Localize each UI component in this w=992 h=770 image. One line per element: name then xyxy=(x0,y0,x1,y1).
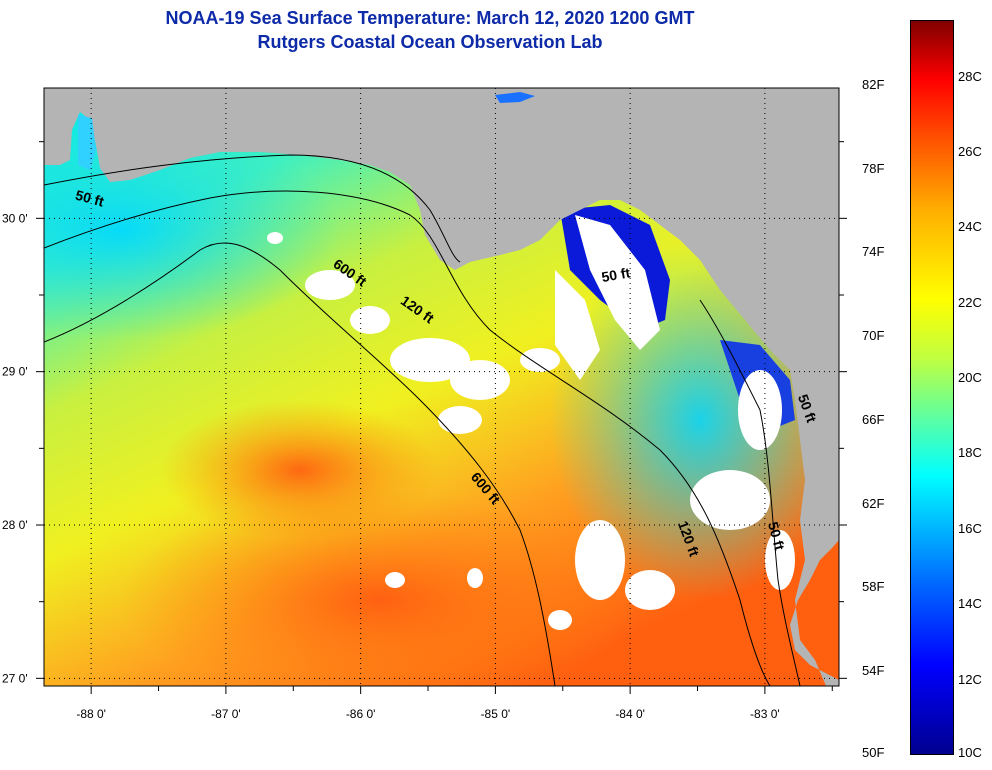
x-tick-label: -88 0' xyxy=(76,707,106,721)
x-tick-label: -86 0' xyxy=(346,707,376,721)
inland-water xyxy=(495,92,535,103)
map-title: NOAA-19 Sea Surface Temperature: March 1… xyxy=(165,8,695,28)
depth-contours xyxy=(44,154,801,686)
y-tick-label: 30 0' xyxy=(2,211,28,225)
warm-water-mid xyxy=(160,400,440,540)
x-tick-label: -84 0' xyxy=(615,707,645,721)
axis-ticks: -88 0' -87 0' -86 0' -85 0' -84 0' -83 0' 30 0… xyxy=(2,141,847,721)
x-tick-label: -83 0' xyxy=(750,707,780,721)
contour-label: 50 ft xyxy=(765,520,788,552)
warm-water-south xyxy=(120,490,640,686)
x-tick-label: -87 0' xyxy=(211,707,241,721)
y-tick-label: 27 0' xyxy=(2,671,28,685)
florida-land xyxy=(44,88,839,686)
contour-label: 50 ft xyxy=(74,187,106,210)
x-tick-label: -85 0' xyxy=(481,707,511,721)
map-subtitle: Rutgers Coastal Ocean Observation Lab xyxy=(257,32,603,52)
contour-label: 50 ft xyxy=(600,264,631,285)
contour-50ft-east xyxy=(699,299,801,686)
contour-600ft xyxy=(44,242,556,686)
map-frame xyxy=(43,87,840,687)
y-tick-label: 29 0' xyxy=(2,365,28,379)
cloud-mask xyxy=(267,215,795,630)
contour-120ft xyxy=(44,190,771,686)
y-tick-label: 28 0' xyxy=(2,518,28,532)
contour-50ft-west xyxy=(44,154,461,263)
